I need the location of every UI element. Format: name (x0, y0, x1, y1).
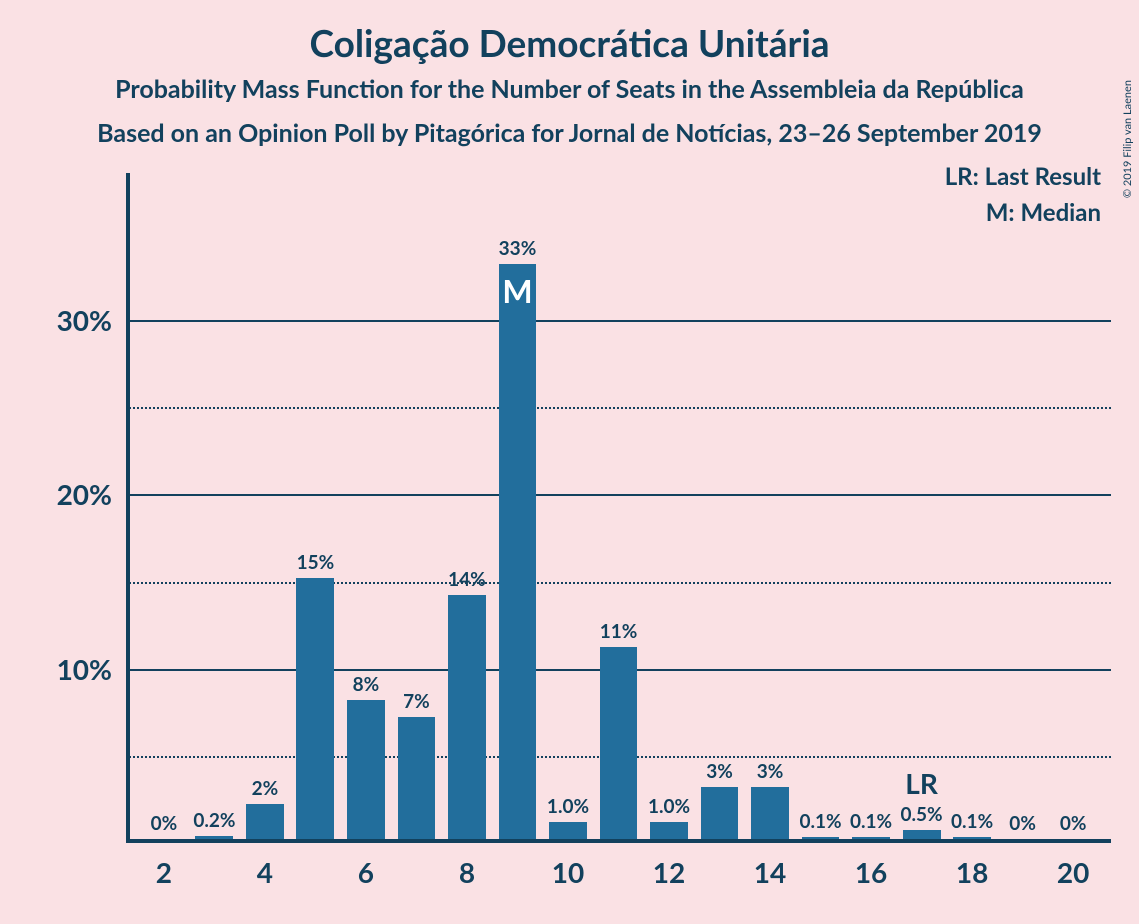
chart-bar (549, 822, 587, 839)
chart-bar (751, 787, 789, 839)
bar-value-label: 11% (600, 620, 638, 643)
chart-bar (650, 822, 688, 839)
y-tick-label: 10% (57, 652, 112, 686)
chart-title: Coligação Democrática Unitária (309, 20, 829, 65)
chart-subtitle-1: Probability Mass Function for the Number… (115, 74, 1024, 104)
legend-lr: LR: Last Result (945, 162, 1101, 191)
chart-bar (398, 717, 436, 839)
x-tick-label: 10 (552, 855, 584, 889)
bar-value-label: 14% (448, 568, 486, 591)
bar-value-label: 0.1% (951, 810, 993, 833)
chart-bar (701, 787, 739, 839)
x-tick-label: 16 (855, 855, 887, 889)
legend-m: M: Median (986, 198, 1101, 227)
bar-value-label: 8% (353, 673, 380, 696)
bar-value-label: 0.2% (193, 809, 235, 832)
bar-value-label: 1.0% (648, 795, 690, 818)
x-tick-label: 4 (257, 855, 273, 889)
bar-value-label: 2% (252, 777, 279, 800)
bar-value-label: 0.1% (850, 810, 892, 833)
lr-marker: LR (905, 766, 938, 800)
gridline-major (126, 320, 1111, 322)
x-tick-label: 8 (459, 855, 475, 889)
x-tick-label: 18 (956, 855, 988, 889)
plot-area: 10%20%30%24681012141618200%0.2%2%15%8%7%… (126, 233, 1111, 843)
bar-value-label: 15% (297, 551, 335, 574)
x-axis-line (126, 839, 1111, 843)
chart-bar (802, 837, 840, 839)
chart-bar (448, 595, 486, 839)
chart-bar (953, 837, 991, 839)
x-tick-label: 20 (1057, 855, 1089, 889)
x-tick-label: 14 (754, 855, 786, 889)
copyright-text: © 2019 Filip van Laenen (1121, 80, 1134, 198)
bar-value-label: 0% (151, 812, 178, 835)
bar-value-label: 3% (757, 760, 784, 783)
bar-value-label: 0% (1060, 812, 1087, 835)
gridline-minor (126, 582, 1111, 584)
bar-value-label: 3% (706, 760, 733, 783)
chart-bar (499, 264, 537, 839)
bar-value-label: 0% (1009, 812, 1036, 835)
chart-bar (246, 804, 284, 839)
y-tick-label: 30% (57, 303, 112, 337)
y-axis-line (126, 173, 130, 843)
x-tick-label: 6 (358, 855, 374, 889)
gridline-minor (126, 407, 1111, 409)
gridline-major (126, 494, 1111, 496)
chart-bar (347, 700, 385, 839)
chart-subtitle-2: Based on an Opinion Poll by Pitagórica f… (97, 118, 1042, 148)
chart-bar (600, 647, 638, 839)
bar-value-label: 0.1% (799, 810, 841, 833)
bar-value-label: 33% (499, 237, 537, 260)
bar-value-label: 0.5% (901, 803, 943, 826)
chart-bar (903, 830, 941, 839)
chart-bar (852, 837, 890, 839)
chart-bar (296, 578, 334, 839)
chart-bar (195, 836, 233, 839)
x-tick-label: 12 (653, 855, 685, 889)
median-marker: M (502, 271, 532, 310)
x-tick-label: 2 (156, 855, 172, 889)
y-tick-label: 20% (57, 477, 112, 511)
bar-value-label: 7% (403, 690, 430, 713)
bar-value-label: 1.0% (547, 795, 589, 818)
